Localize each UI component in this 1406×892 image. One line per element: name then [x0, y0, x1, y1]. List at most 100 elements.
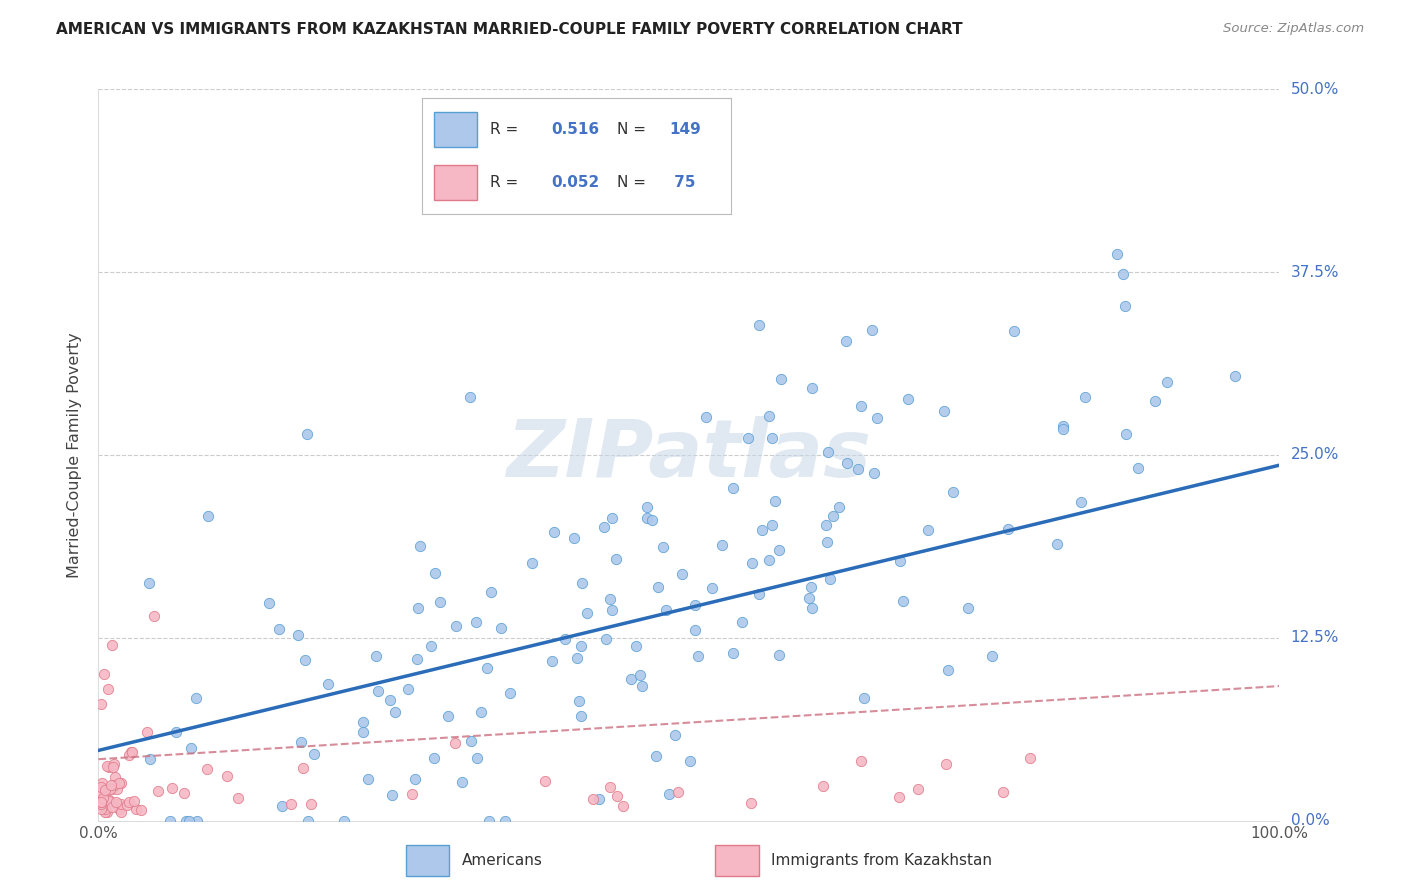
Point: [494, 814, 516, 828]
Point: [606, 789, 628, 803]
Point: [821, 509, 844, 524]
Point: [1018, 750, 1040, 764]
Point: [91, 799, 114, 814]
Point: [408, 539, 430, 553]
Point: [94, 802, 117, 816]
Point: [121, 745, 143, 759]
Point: [429, 595, 451, 609]
Point: [1074, 391, 1097, 405]
Point: [103, 756, 125, 771]
Point: [997, 523, 1019, 537]
Text: 50.0%: 50.0%: [1291, 82, 1339, 96]
Point: [624, 639, 647, 653]
Text: R =: R =: [489, 175, 523, 190]
Point: [160, 780, 183, 795]
Point: [891, 594, 914, 608]
Point: [491, 622, 513, 636]
FancyBboxPatch shape: [716, 846, 759, 876]
Point: [1156, 376, 1178, 390]
Point: [499, 686, 522, 700]
Point: [295, 427, 318, 442]
Point: [664, 728, 686, 742]
Point: [94, 805, 117, 819]
Point: [101, 782, 124, 797]
Point: [396, 681, 419, 696]
Point: [110, 805, 132, 820]
Point: [460, 734, 482, 748]
Point: [108, 802, 131, 816]
Point: [678, 754, 700, 768]
Point: [101, 760, 124, 774]
Point: [647, 580, 669, 594]
Point: [655, 603, 678, 617]
Point: [731, 615, 754, 629]
Point: [797, 591, 820, 605]
Text: N =: N =: [617, 122, 651, 137]
Point: [100, 638, 122, 652]
Point: [758, 409, 780, 423]
Point: [406, 651, 429, 665]
Point: [571, 575, 593, 590]
Point: [90, 795, 112, 809]
Point: [1004, 324, 1026, 338]
Point: [818, 572, 841, 586]
Point: [357, 772, 380, 786]
Point: [741, 556, 763, 570]
Point: [1045, 536, 1067, 550]
Point: [612, 798, 634, 813]
Point: [721, 481, 744, 495]
Point: [817, 445, 839, 459]
Point: [562, 531, 585, 545]
Point: [304, 747, 326, 762]
Point: [478, 814, 501, 828]
Point: [554, 632, 576, 646]
Point: [91, 791, 114, 805]
Point: [94, 783, 117, 797]
Point: [146, 784, 169, 798]
Point: [352, 725, 374, 739]
Text: AMERICAN VS IMMIGRANTS FROM KAZAKHSTAN MARRIED-COUPLE FAMILY POVERTY CORRELATION: AMERICAN VS IMMIGRANTS FROM KAZAKHSTAN M…: [56, 22, 963, 37]
Point: [1126, 461, 1149, 475]
Point: [257, 596, 280, 610]
Point: [139, 752, 162, 766]
Point: [405, 772, 427, 787]
Point: [98, 793, 121, 807]
Point: [815, 518, 838, 533]
Point: [381, 788, 404, 802]
Point: [520, 556, 543, 570]
Point: [593, 519, 616, 533]
Text: 0.0%: 0.0%: [1291, 814, 1329, 828]
Point: [695, 410, 717, 425]
Point: [108, 776, 131, 790]
Point: [671, 566, 693, 581]
Y-axis label: Married-Couple Family Poverty: Married-Couple Family Poverty: [67, 332, 83, 578]
Point: [761, 431, 783, 445]
Point: [446, 619, 468, 633]
Point: [110, 797, 132, 812]
FancyBboxPatch shape: [434, 112, 478, 147]
Point: [1114, 300, 1136, 314]
Point: [588, 791, 610, 805]
FancyBboxPatch shape: [434, 165, 478, 200]
Point: [770, 372, 793, 386]
Point: [991, 785, 1014, 799]
Point: [981, 648, 1004, 663]
Point: [534, 774, 557, 789]
Point: [98, 760, 121, 774]
Point: [737, 431, 759, 445]
Point: [800, 381, 823, 395]
Point: [120, 745, 142, 759]
Point: [100, 778, 122, 792]
Point: [636, 511, 658, 525]
Text: 0.516: 0.516: [551, 122, 600, 137]
Point: [576, 607, 599, 621]
Point: [748, 318, 770, 332]
Point: [290, 735, 312, 749]
Point: [541, 654, 564, 668]
Text: 0.052: 0.052: [551, 175, 600, 190]
Point: [835, 456, 858, 470]
Point: [932, 404, 955, 418]
Point: [600, 511, 623, 525]
Point: [101, 799, 124, 814]
Point: [367, 684, 389, 698]
